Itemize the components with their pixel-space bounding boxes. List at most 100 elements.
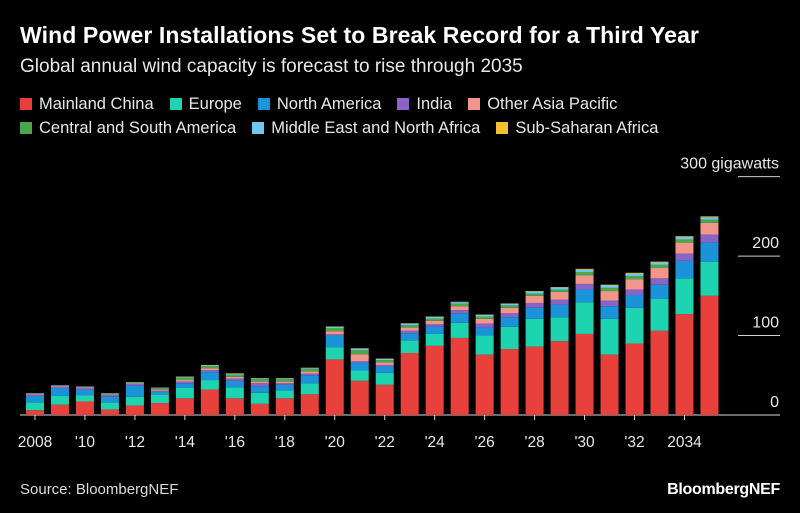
x-tick-label: '24	[425, 434, 446, 451]
x-tick-label: 2034	[667, 434, 702, 451]
bar-segment	[100, 396, 119, 403]
bar-segment	[575, 271, 594, 276]
bar-segment	[100, 395, 119, 397]
x-tick-label: '32	[624, 434, 644, 451]
bar-segment	[325, 331, 344, 335]
bar-segment	[325, 347, 344, 360]
bar-segment	[700, 234, 719, 243]
x-tick-label: '20	[325, 434, 346, 451]
bar-segment	[175, 377, 194, 381]
bar-segment	[175, 380, 194, 382]
bar-segment	[275, 398, 294, 415]
bar-segment	[650, 262, 669, 265]
bar-segment	[50, 386, 69, 388]
bar-segment	[650, 299, 669, 331]
bar-segment	[200, 372, 219, 381]
chart-subtitle: Global annual wind capacity is forecast …	[20, 56, 523, 77]
bar-segment	[650, 268, 669, 279]
bar-segment	[150, 394, 169, 404]
legend-item-middle-east-north-africa: Middle East and North Africa	[252, 119, 480, 138]
bar-segment	[375, 364, 394, 367]
legend-label: Central and South America	[39, 118, 237, 137]
bar-segment	[125, 405, 144, 415]
bar-segment	[500, 326, 519, 350]
bar-segment	[700, 216, 719, 218]
bar-segment	[200, 368, 219, 371]
legend-item-central-south-america: Central and South America	[20, 119, 236, 138]
bar-segment	[425, 326, 444, 334]
bar-segment	[75, 395, 94, 402]
legend-swatch	[20, 122, 32, 134]
bar-segment	[525, 318, 544, 347]
bar-segment	[650, 278, 669, 285]
bar-segment	[500, 317, 519, 327]
bar-segment	[200, 366, 219, 369]
bar-segment	[625, 275, 644, 280]
legend-swatch	[468, 98, 481, 110]
bar-segment	[150, 389, 169, 391]
bar-segment	[350, 350, 369, 355]
bar-segment	[450, 313, 469, 323]
bar-segment	[425, 333, 444, 346]
bar-segment	[700, 242, 719, 262]
bar-segment	[550, 304, 569, 318]
bar-segment	[300, 368, 319, 369]
bar-segment	[275, 384, 294, 391]
bar-segment	[450, 322, 469, 338]
bar-segment	[200, 389, 219, 415]
bar-segment	[350, 380, 369, 415]
bar-segment	[325, 335, 344, 348]
x-tick-label: 2008	[18, 434, 52, 451]
bar-segment	[250, 383, 269, 387]
bar-segment	[400, 330, 419, 334]
bar-segment	[50, 395, 69, 405]
bar-segment	[175, 381, 194, 384]
bar-segment	[375, 366, 394, 373]
bar-segment	[150, 390, 169, 392]
bar-segment	[450, 337, 469, 415]
bar-segment	[575, 289, 594, 303]
legend-label: North America	[276, 94, 382, 113]
bar-segment	[375, 372, 394, 385]
bar-segment	[75, 401, 94, 415]
bar-segment	[275, 378, 294, 380]
bar-segment	[600, 306, 619, 319]
bar-segment	[225, 373, 244, 375]
bar-segment	[475, 318, 494, 324]
bar-segment	[675, 314, 694, 415]
bar-segment	[600, 287, 619, 292]
bar-segment	[575, 275, 594, 284]
legend-item-north-america: North America	[257, 94, 382, 114]
bar-segment	[375, 362, 394, 365]
bar-segment	[375, 358, 394, 361]
bar-segment	[75, 387, 94, 390]
bar-segment	[550, 341, 569, 415]
bar-segment	[250, 386, 269, 393]
x-tick-label: '30	[574, 434, 595, 451]
bar-segment	[100, 402, 119, 410]
bar-segment	[225, 376, 244, 379]
bar-segment	[550, 291, 569, 300]
bar-segment	[275, 383, 294, 385]
legend-item-other-asia-pacific: Other Asia Pacific	[468, 95, 617, 114]
bar-segment	[700, 222, 719, 235]
bar-segment	[425, 318, 444, 321]
bar-segment	[350, 348, 369, 351]
bar-segment	[625, 307, 644, 344]
bar-segment	[450, 303, 469, 307]
legend-row: Mainland China Europe North America Indi…	[20, 92, 780, 116]
bar-segment	[250, 379, 269, 382]
bar-segment	[150, 387, 169, 390]
x-tick-label: '26	[475, 434, 495, 451]
bar-segment	[400, 323, 419, 326]
bar-segment	[300, 394, 319, 415]
bar-segment	[200, 365, 219, 367]
legend-swatch	[20, 98, 32, 110]
bar-segment	[650, 261, 669, 263]
bar-segment	[625, 343, 644, 415]
bar-segment	[600, 285, 619, 288]
bar-segment	[500, 305, 519, 308]
bar-segment	[125, 385, 144, 397]
x-tick-label: '12	[125, 434, 145, 451]
